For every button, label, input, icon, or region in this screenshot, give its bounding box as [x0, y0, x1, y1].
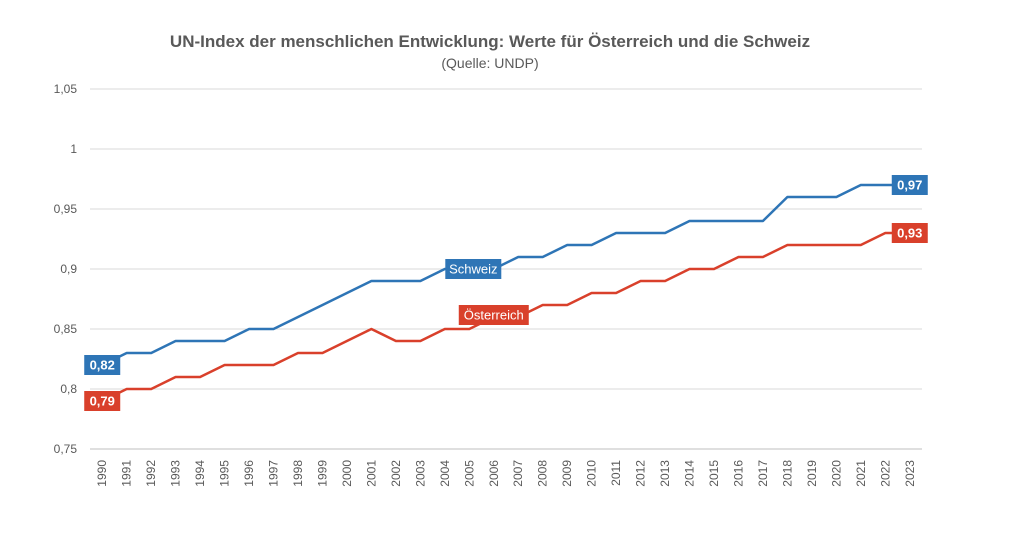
x-tick-label: 2007	[511, 460, 525, 487]
series-name-label-oesterreich: Österreich	[458, 305, 529, 325]
x-tick-label: 2020	[829, 460, 843, 487]
chart-title: UN-Index der menschlichen Entwicklung: W…	[170, 32, 810, 51]
x-tick-label: 1990	[95, 460, 109, 487]
x-tick-label: 1992	[144, 460, 158, 487]
x-tick-label: 2003	[413, 460, 427, 487]
data-label-layer: 0,82 0,97 0,79 0,93 Schweiz Österreich	[84, 175, 928, 411]
x-tick-label: 1997	[267, 460, 281, 487]
data-label-end-oesterreich: 0,93	[891, 223, 928, 243]
x-tick-label: 1991	[120, 460, 134, 487]
svg-text:Österreich: Österreich	[464, 308, 524, 323]
x-tick-label: 2014	[683, 460, 697, 487]
data-label-start-schweiz: 0,82	[84, 355, 121, 375]
y-axis-ticks: 0,75 0,8 0,85 0,9 0,95 1 1,05	[54, 82, 78, 456]
chart-subtitle: (Quelle: UNDP)	[441, 55, 538, 71]
y-tick-label: 0,95	[54, 202, 78, 216]
x-tick-label: 2011	[609, 460, 623, 486]
grid-layer	[90, 88, 922, 450]
svg-text:0,93: 0,93	[897, 226, 922, 241]
x-tick-label: 2019	[805, 460, 819, 487]
y-tick-label: 1	[70, 142, 77, 156]
x-tick-label: 2021	[854, 460, 868, 487]
x-tick-label: 2023	[903, 460, 917, 487]
y-tick-label: 0,8	[60, 382, 77, 396]
data-label-start-oesterreich: 0,79	[84, 391, 121, 411]
y-tick-label: 1,05	[54, 82, 78, 96]
x-tick-label: 2016	[731, 460, 745, 487]
x-tick-label: 2005	[462, 460, 476, 487]
x-tick-label: 1995	[218, 460, 232, 487]
x-tick-label: 1999	[315, 460, 329, 487]
x-tick-label: 2002	[389, 460, 403, 487]
x-tick-label: 2018	[780, 460, 794, 487]
svg-text:0,97: 0,97	[897, 178, 922, 193]
x-tick-label: 1993	[169, 460, 183, 487]
x-tick-label: 2022	[878, 460, 892, 487]
series-name-label-schweiz: Schweiz	[445, 259, 502, 279]
x-tick-label: 2009	[560, 460, 574, 487]
x-tick-label: 2012	[634, 460, 648, 487]
x-axis-ticks: 1990 1991 1992 1993 1994 1995 1996 1997 1998 1999…	[95, 460, 917, 487]
svg-text:Schweiz: Schweiz	[449, 262, 497, 277]
svg-text:0,79: 0,79	[90, 394, 115, 409]
x-tick-label: 2017	[756, 460, 770, 487]
x-tick-label: 2015	[707, 460, 721, 487]
series-layer	[100, 183, 912, 403]
x-tick-label: 2004	[438, 460, 452, 487]
x-tick-label: 2010	[585, 460, 599, 487]
x-tick-label: 2001	[364, 460, 378, 487]
x-tick-label: 2006	[487, 460, 501, 487]
x-tick-label: 1994	[193, 460, 207, 487]
x-tick-label: 2008	[536, 460, 550, 487]
svg-text:0,82: 0,82	[90, 358, 115, 373]
x-tick-label: 2013	[658, 460, 672, 487]
data-label-end-schweiz: 0,97	[891, 175, 928, 195]
y-tick-label: 0,75	[54, 442, 78, 456]
x-tick-label: 2000	[340, 460, 354, 487]
x-tick-label: 1996	[242, 460, 256, 487]
series-line-schweiz	[100, 183, 912, 367]
x-tick-label: 1998	[291, 460, 305, 487]
y-tick-label: 0,85	[54, 322, 78, 336]
y-tick-label: 0,9	[60, 262, 77, 276]
